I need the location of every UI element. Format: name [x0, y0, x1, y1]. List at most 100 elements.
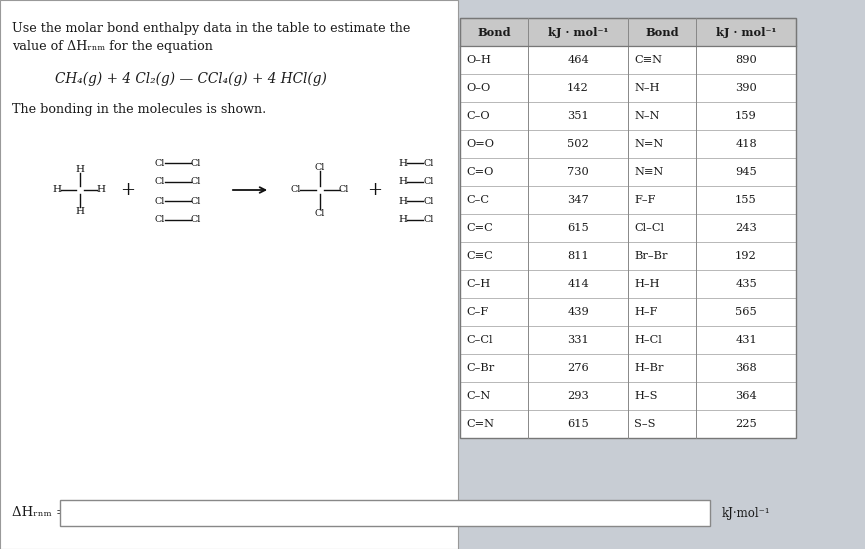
Text: Cl: Cl — [424, 159, 434, 167]
Text: C–O: C–O — [466, 111, 490, 121]
Bar — [460, 102, 796, 130]
Text: 331: 331 — [567, 335, 589, 345]
Text: 502: 502 — [567, 139, 589, 149]
Text: O=O: O=O — [466, 139, 494, 149]
Text: N–H: N–H — [634, 83, 659, 93]
Text: Cl: Cl — [155, 177, 165, 187]
Text: H–S: H–S — [634, 391, 657, 401]
Text: Cl: Cl — [191, 177, 202, 187]
Text: Cl: Cl — [155, 216, 165, 225]
Text: 243: 243 — [735, 223, 757, 233]
Text: The bonding in the molecules is shown.: The bonding in the molecules is shown. — [12, 103, 266, 116]
Text: 464: 464 — [567, 55, 589, 65]
Text: +: + — [368, 181, 382, 199]
Bar — [460, 214, 796, 242]
Text: Bond: Bond — [477, 26, 511, 37]
Text: 276: 276 — [567, 363, 589, 373]
Text: C–F: C–F — [466, 307, 488, 317]
Text: 439: 439 — [567, 307, 589, 317]
Text: +: + — [120, 181, 136, 199]
Text: 615: 615 — [567, 223, 589, 233]
Text: C–Cl: C–Cl — [466, 335, 492, 345]
Text: Cl: Cl — [191, 216, 202, 225]
Text: 347: 347 — [567, 195, 589, 205]
Text: H: H — [399, 216, 407, 225]
Text: N–N: N–N — [634, 111, 659, 121]
Text: Cl: Cl — [315, 163, 325, 171]
Text: H: H — [399, 159, 407, 167]
Text: H: H — [399, 197, 407, 205]
Text: C=C: C=C — [466, 223, 493, 233]
Text: kJ · mol⁻¹: kJ · mol⁻¹ — [715, 26, 776, 37]
Text: 368: 368 — [735, 363, 757, 373]
Text: 364: 364 — [735, 391, 757, 401]
Text: Cl: Cl — [424, 197, 434, 205]
Text: kJ · mol⁻¹: kJ · mol⁻¹ — [548, 26, 608, 37]
Text: 890: 890 — [735, 55, 757, 65]
Bar — [60, 500, 710, 526]
Text: 945: 945 — [735, 167, 757, 177]
Text: F–F: F–F — [634, 195, 656, 205]
Text: Cl: Cl — [291, 186, 301, 194]
Bar — [460, 186, 796, 214]
Text: O–H: O–H — [466, 55, 490, 65]
Text: H–H: H–H — [634, 279, 659, 289]
Text: C–Br: C–Br — [466, 363, 494, 373]
Text: Cl: Cl — [191, 159, 202, 167]
Text: C≡N: C≡N — [634, 55, 662, 65]
Text: H: H — [399, 177, 407, 187]
Text: 192: 192 — [735, 251, 757, 261]
Bar — [0, 0, 458, 549]
Text: 351: 351 — [567, 111, 589, 121]
Text: ΔHᵣₙₘ =: ΔHᵣₙₘ = — [12, 507, 67, 519]
Text: CH₄(g) + 4 Cl₂(g) — CCl₄(g) + 4 HCl(g): CH₄(g) + 4 Cl₂(g) — CCl₄(g) + 4 HCl(g) — [55, 72, 327, 86]
Text: 155: 155 — [735, 195, 757, 205]
Text: Cl: Cl — [155, 159, 165, 167]
Text: 730: 730 — [567, 167, 589, 177]
Bar — [460, 18, 796, 46]
Text: H–F: H–F — [634, 307, 657, 317]
Text: 811: 811 — [567, 251, 589, 261]
Text: 431: 431 — [735, 335, 757, 345]
Text: C=O: C=O — [466, 167, 493, 177]
Text: C–H: C–H — [466, 279, 490, 289]
Text: Cl: Cl — [191, 197, 202, 205]
Text: 390: 390 — [735, 83, 757, 93]
Text: Cl: Cl — [315, 209, 325, 217]
Text: H: H — [75, 165, 85, 173]
Text: value of ΔHᵣₙₘ for the equation: value of ΔHᵣₙₘ for the equation — [12, 40, 213, 53]
Text: O–O: O–O — [466, 83, 490, 93]
Text: N=N: N=N — [634, 139, 663, 149]
Text: H–Cl: H–Cl — [634, 335, 662, 345]
Bar — [460, 74, 796, 102]
Text: Cl: Cl — [424, 216, 434, 225]
Text: Cl: Cl — [155, 197, 165, 205]
Bar — [460, 410, 796, 438]
Bar — [460, 130, 796, 158]
Text: C–C: C–C — [466, 195, 489, 205]
Bar — [460, 158, 796, 186]
Text: 565: 565 — [735, 307, 757, 317]
Text: 435: 435 — [735, 279, 757, 289]
Bar — [460, 18, 796, 438]
Text: Cl: Cl — [424, 177, 434, 187]
Text: Use the molar bond enthalpy data in the table to estimate the: Use the molar bond enthalpy data in the … — [12, 22, 410, 35]
Text: 615: 615 — [567, 419, 589, 429]
Text: Cl: Cl — [339, 186, 349, 194]
Text: C=N: C=N — [466, 419, 494, 429]
Bar — [460, 326, 796, 354]
Text: H–Br: H–Br — [634, 363, 663, 373]
Text: Br–Br: Br–Br — [634, 251, 668, 261]
Text: Bond: Bond — [645, 26, 679, 37]
Text: H: H — [75, 206, 85, 216]
Text: 225: 225 — [735, 419, 757, 429]
Text: Cl–Cl: Cl–Cl — [634, 223, 664, 233]
Bar — [460, 270, 796, 298]
Text: 414: 414 — [567, 279, 589, 289]
Text: 418: 418 — [735, 139, 757, 149]
Text: H: H — [53, 186, 61, 194]
Bar — [460, 46, 796, 74]
Text: 293: 293 — [567, 391, 589, 401]
Text: S–S: S–S — [634, 419, 656, 429]
Bar — [460, 242, 796, 270]
